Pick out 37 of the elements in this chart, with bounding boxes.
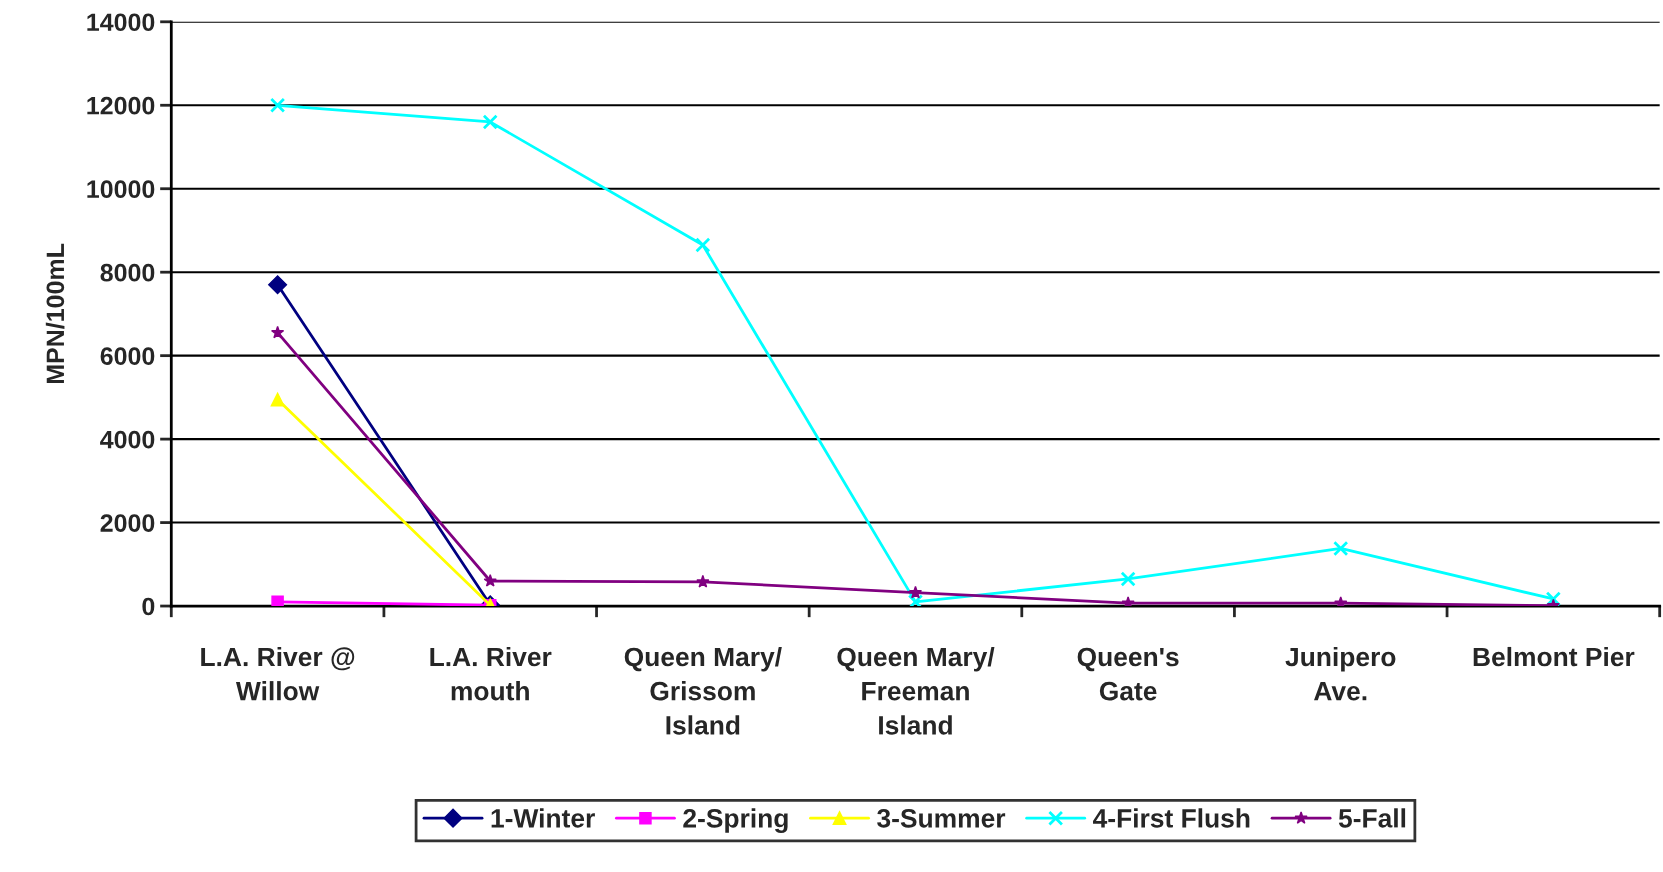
point <box>268 275 288 295</box>
y-axis-title: MPN/100mL <box>45 243 65 384</box>
legend-label: 3-Summer <box>877 808 1006 828</box>
y-tick-label: 6000 <box>100 347 155 365</box>
x-tick-label: Queen's Gate <box>1077 647 1179 701</box>
legend-label: 1-Winter <box>491 808 595 828</box>
point <box>696 574 710 588</box>
point <box>1334 596 1348 607</box>
y-tick-label: 10000 <box>87 180 155 199</box>
y-tick-label: 12000 <box>87 96 155 115</box>
point <box>270 392 285 407</box>
legend-label: 4-First Flush <box>1093 808 1250 828</box>
x-tick-label: L.A. River @ Willow <box>201 646 355 701</box>
y-tick-label: 0 <box>142 597 155 616</box>
point <box>1333 540 1349 557</box>
x-tick-label: L.A. River mouth <box>430 646 552 701</box>
point <box>270 325 285 339</box>
point <box>1545 591 1561 607</box>
point <box>695 237 711 253</box>
point <box>269 97 286 113</box>
x-tick-label: Junipero Ave. <box>1285 646 1396 701</box>
point <box>271 595 284 607</box>
y-tick-label: 2000 <box>100 514 155 532</box>
point <box>1120 571 1136 587</box>
point <box>907 594 924 607</box>
legend-label: 2-Spring <box>683 808 788 833</box>
point <box>482 114 498 130</box>
x-tick-label: Belmont Pier <box>1473 646 1635 667</box>
point <box>908 585 923 599</box>
x-tick-label: Queen Mary/ Grissom Island <box>624 646 782 735</box>
point <box>1121 596 1135 607</box>
y-tick-label: 4000 <box>100 430 155 449</box>
x-tick-label: Queen Mary/ Freeman Island <box>837 646 995 735</box>
y-tick-label: 14000 <box>87 13 155 32</box>
y-tick-label: 8000 <box>100 263 155 282</box>
point <box>483 574 497 587</box>
legend-label: 5-Fall <box>1338 808 1406 828</box>
